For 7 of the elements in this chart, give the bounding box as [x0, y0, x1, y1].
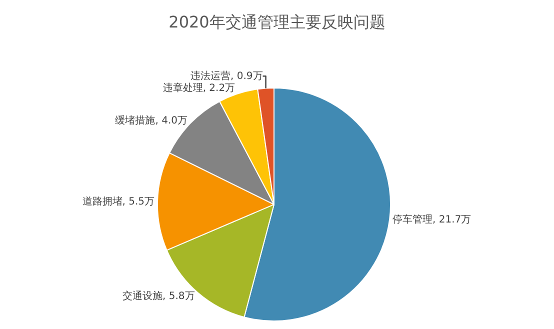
- slice-label: 缓堵措施, 4.0万: [115, 114, 188, 126]
- chart-title: 2020年交通管理主要反映问题: [168, 12, 386, 32]
- slice-label: 道路拥堵, 5.5万: [82, 195, 155, 208]
- slice-label: 违章处理, 2.2万: [162, 82, 236, 94]
- slice-label: 违法运营, 0.9万: [190, 70, 263, 82]
- slice-label: 交通设施, 5.8万: [122, 290, 195, 302]
- slice-label: 停车管理, 21.7万: [392, 214, 472, 226]
